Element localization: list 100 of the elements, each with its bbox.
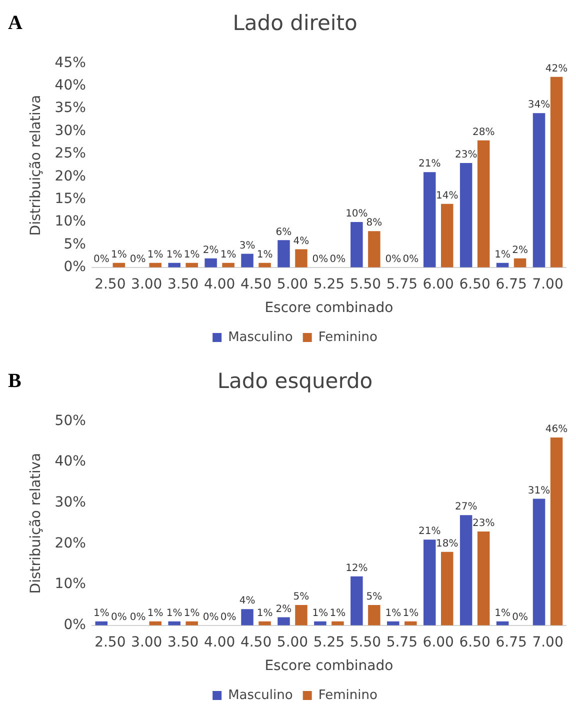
- data-label: 1%: [494, 249, 510, 260]
- data-label: 28%: [472, 126, 495, 138]
- bar: [423, 172, 436, 268]
- data-label: 0%: [110, 612, 127, 623]
- bar: [460, 163, 472, 268]
- y-tick-label: 15%: [54, 190, 86, 207]
- data-label: 1%: [385, 608, 402, 619]
- text: A: [8, 12, 23, 34]
- chart-title: Lado esquerdo: [217, 369, 373, 394]
- data-label: 31%: [528, 485, 550, 496]
- y-axis-title: Distribuição relativa: [28, 452, 44, 594]
- x-axis-title: Escore combinado: [264, 300, 394, 316]
- data-label: 4%: [239, 596, 256, 607]
- x-tick-label: 7.00: [532, 634, 564, 650]
- bar: [186, 262, 198, 268]
- data-label: 23%: [472, 518, 495, 530]
- bar: [440, 552, 454, 626]
- x-tick-label: 6.75: [496, 634, 527, 650]
- bar: [477, 140, 490, 268]
- data-label: 1%: [256, 608, 273, 619]
- y-tick-label: 40%: [54, 454, 86, 470]
- x-tick-label: 5.75: [386, 634, 418, 650]
- x-tick-label: 6.00: [422, 276, 454, 292]
- data-label: 1%: [93, 608, 110, 619]
- x-tick-label: 5.00: [276, 276, 308, 292]
- bar: [440, 204, 454, 268]
- data-label: 21%: [418, 526, 441, 538]
- data-label: 1%: [256, 249, 273, 260]
- bar: [532, 113, 546, 268]
- data-label: 46%: [545, 424, 568, 436]
- data-label: 34%: [528, 100, 550, 111]
- x-axis-title: Escore combinado: [264, 658, 394, 674]
- y-tick-label: 20%: [54, 535, 86, 552]
- data-label: 1%: [402, 608, 419, 619]
- text: B: [8, 370, 22, 392]
- x-tick-label: 2.50: [94, 634, 126, 650]
- data-label: 2%: [512, 244, 528, 256]
- bar: [550, 438, 563, 626]
- bar: [222, 262, 234, 268]
- data-label: 1%: [166, 249, 182, 260]
- bar: [278, 240, 290, 268]
- x-tick-label: 3.00: [131, 634, 162, 650]
- x-tick-label: 5.00: [276, 634, 308, 650]
- data-label: 8%: [366, 218, 382, 229]
- bar: [278, 617, 290, 626]
- x-tick-label: 6.00: [422, 634, 454, 650]
- bar: [423, 540, 436, 626]
- legend-label: Masculino: [228, 330, 293, 345]
- x-tick-label: 3.50: [168, 276, 199, 292]
- legend-label: Feminino: [318, 688, 378, 703]
- y-tick-label: 0%: [64, 259, 86, 276]
- data-label: 0%: [202, 612, 219, 623]
- y-tick-label: 10%: [54, 576, 86, 592]
- y-tick-label: 30%: [54, 122, 86, 139]
- bar: [550, 76, 563, 268]
- data-label: 1%: [330, 608, 346, 619]
- data-label: 1%: [110, 249, 127, 260]
- bar: [460, 515, 472, 626]
- data-label: 14%: [436, 190, 458, 202]
- bar: [295, 249, 308, 268]
- bar: [477, 531, 490, 626]
- y-tick-label: 10%: [54, 214, 86, 230]
- data-label: 2%: [202, 244, 219, 256]
- x-tick-label: 3.00: [131, 276, 162, 292]
- x-tick-label: 6.75: [496, 276, 527, 292]
- chart-title: Lado direito: [232, 11, 358, 36]
- y-tick-label: 50%: [54, 412, 86, 429]
- y-tick-label: 20%: [54, 168, 86, 184]
- bar: [241, 254, 254, 268]
- x-tick-label: 4.00: [204, 634, 236, 650]
- x-tick-label: 4.50: [240, 634, 272, 650]
- y-tick-label: 35%: [54, 100, 86, 116]
- x-tick-label: 3.50: [168, 634, 199, 650]
- y-tick-label: 45%: [54, 54, 86, 71]
- bar: [149, 262, 162, 268]
- data-label: 10%: [346, 208, 368, 220]
- data-label: 1%: [166, 608, 182, 619]
- x-tick-label: 4.00: [204, 276, 236, 292]
- y-tick-label: 5%: [64, 236, 86, 252]
- data-label: 0%: [330, 254, 346, 265]
- x-tick-label: 6.50: [459, 276, 490, 292]
- data-label: 1%: [494, 608, 510, 619]
- data-label: 42%: [545, 63, 568, 74]
- data-label: 1%: [220, 249, 236, 260]
- bar: [204, 258, 217, 268]
- data-label: 0%: [130, 254, 146, 265]
- data-label: 12%: [346, 562, 368, 574]
- data-label: 21%: [418, 158, 441, 170]
- data-label: 5%: [366, 592, 382, 603]
- legend-label: Masculino: [228, 688, 293, 703]
- data-label: 23%: [454, 150, 478, 161]
- data-label: 1%: [147, 608, 164, 619]
- data-label: 0%: [385, 254, 402, 265]
- y-axis-title: Distribuição relativa: [28, 94, 44, 236]
- x-tick-label: 4.50: [240, 276, 272, 292]
- y-tick-label: 40%: [54, 78, 86, 94]
- data-label: 27%: [454, 502, 478, 513]
- data-label: 0%: [312, 254, 328, 265]
- data-label: 0%: [512, 612, 528, 623]
- data-label: 1%: [312, 608, 328, 619]
